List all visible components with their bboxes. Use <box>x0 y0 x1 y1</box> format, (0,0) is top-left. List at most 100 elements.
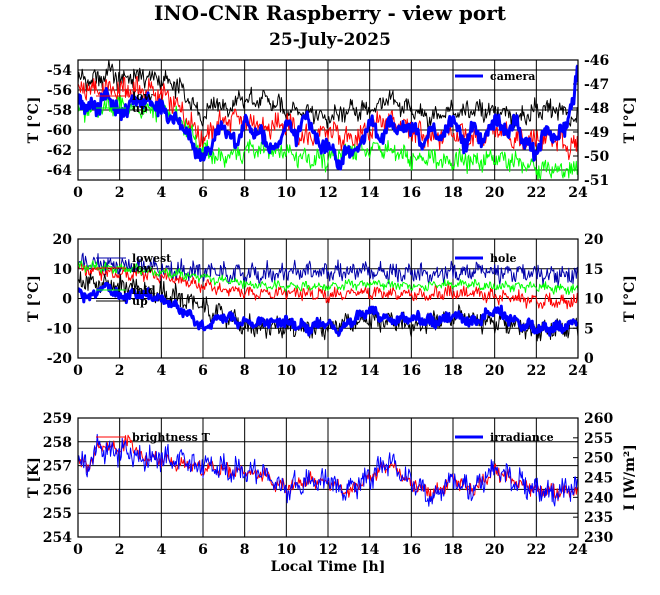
y-tick-label-right: 250 <box>584 451 613 467</box>
x-tick-label: 10 <box>277 363 297 379</box>
y-tick-label-left: -58 <box>47 103 72 119</box>
y-tick-label-right: 15 <box>584 262 603 278</box>
plot-frame <box>77 59 579 181</box>
legend-label: lowest <box>132 252 172 265</box>
series-line-unlabeled <box>78 60 578 131</box>
x-tick-label: 16 <box>402 185 421 201</box>
legend-label: up <box>132 102 148 115</box>
y-tick-label-right: 10 <box>584 292 604 308</box>
legend-label: up <box>132 295 148 308</box>
series-line-irradiance <box>78 433 578 507</box>
y-tick-label-right: 240 <box>584 490 613 506</box>
legend-label: irradiance <box>490 431 554 444</box>
y-axis-label-left: T [°C] <box>26 97 42 144</box>
y-tick-label-right: -51 <box>584 173 609 189</box>
x-tick-label: 16 <box>402 363 421 379</box>
x-tick-label: 6 <box>198 542 208 558</box>
y-tick-label-right: 0 <box>584 351 594 367</box>
x-axis-label: Local Time [h] <box>271 559 386 575</box>
x-tick-label: 6 <box>198 363 208 379</box>
y-axis-label-left: T [°C] <box>26 275 42 322</box>
x-tick-label: 24 <box>568 542 588 558</box>
y-tick-label-left: 259 <box>43 411 72 427</box>
y-tick-label-left: -56 <box>47 83 72 99</box>
x-tick-label: 0 <box>73 185 83 201</box>
x-tick-label: 20 <box>485 185 505 201</box>
x-tick-label: 12 <box>318 185 337 201</box>
x-tick-label: 10 <box>277 185 297 201</box>
y-tick-label-right: -46 <box>584 53 609 69</box>
y-tick-label-left: 20 <box>53 232 73 248</box>
x-tick-label: 4 <box>156 363 166 379</box>
x-tick-label: 2 <box>115 363 125 379</box>
x-tick-label: 6 <box>198 185 208 201</box>
x-tick-label: 4 <box>156 185 166 201</box>
y-tick-label-left: -10 <box>47 321 73 337</box>
y-tick-label-right: 245 <box>584 471 613 487</box>
y-tick-label-left: 256 <box>43 482 72 498</box>
series-line-mid <box>78 260 578 296</box>
panel-camera-temperature: 0 2 4 6 8 10 12 14 16 18 20 22 24-54-56-58-60-62-64-… <box>26 53 638 201</box>
panel-brightness-irradiance: 0 2 4 6 8 10 12 14 16 18 20 22 242592582572562552542… <box>26 411 638 575</box>
x-tick-label: 14 <box>360 542 380 558</box>
x-tick-label: 18 <box>443 185 462 201</box>
x-tick-label: 0 <box>73 363 83 379</box>
x-tick-label: 20 <box>485 363 505 379</box>
y-tick-label-left: 10 <box>53 262 73 278</box>
x-tick-label: 18 <box>443 363 462 379</box>
y-axis-label-right: T [°C] <box>622 275 638 322</box>
chart-subtitle: 25-July-2025 <box>269 30 391 50</box>
y-tick-label-left: 254 <box>43 530 72 546</box>
series-line-up <box>78 271 578 342</box>
y-axis-label-left: T [K] <box>26 457 42 498</box>
x-tick-label: 12 <box>318 363 337 379</box>
plot-frame <box>77 238 579 359</box>
y-tick-label-left: -54 <box>47 63 73 79</box>
y-tick-label-right: 235 <box>584 510 613 526</box>
y-axis-label-right: T [°C] <box>622 97 638 144</box>
legend-label: camera <box>490 70 535 83</box>
y-tick-label-right: 20 <box>584 232 604 248</box>
x-tick-label: 22 <box>527 363 546 379</box>
x-tick-label: 24 <box>568 185 588 201</box>
x-tick-label: 14 <box>360 363 380 379</box>
y-tick-label-left: 255 <box>43 506 72 522</box>
x-tick-label: 12 <box>318 542 337 558</box>
x-tick-label: 8 <box>240 542 250 558</box>
y-tick-label-left: -64 <box>47 163 73 179</box>
y-tick-label-right: 230 <box>584 530 613 546</box>
x-tick-label: 24 <box>568 363 588 379</box>
legend-label: brightness T <box>132 431 211 444</box>
plot-frame <box>77 417 579 538</box>
panel-hole-temperature: 0 2 4 6 8 10 12 14 16 18 20 22 2420100-10-2020151050… <box>26 232 638 379</box>
y-tick-label-right: -47 <box>584 77 609 93</box>
y-tick-label-right: 255 <box>584 431 613 447</box>
legend-label: low <box>132 90 154 103</box>
y-tick-label-right: 5 <box>584 321 594 337</box>
x-tick-label: 22 <box>527 185 546 201</box>
x-tick-label: 8 <box>240 185 250 201</box>
series-line-low <box>78 262 578 310</box>
y-axis-label-right: I [W/m²] <box>622 444 638 510</box>
x-tick-label: 20 <box>485 542 505 558</box>
y-tick-label-left: -60 <box>47 123 73 139</box>
y-tick-label-right: -49 <box>584 125 609 141</box>
series-line-camera <box>78 64 578 171</box>
legend-label: low <box>132 262 154 275</box>
y-tick-label-right: 260 <box>584 411 613 427</box>
y-tick-label-left: 0 <box>62 292 72 308</box>
x-tick-label: 2 <box>115 185 125 201</box>
legend-label: hole <box>490 252 517 265</box>
x-tick-label: 22 <box>527 542 546 558</box>
x-tick-label: 4 <box>156 542 166 558</box>
y-tick-label-left: 257 <box>43 459 72 475</box>
x-tick-label: 8 <box>240 363 250 379</box>
x-tick-label: 10 <box>277 542 297 558</box>
x-tick-label: 2 <box>115 542 125 558</box>
chart-title: INO-CNR Raspberry - view port <box>154 1 507 25</box>
series-line-hole <box>78 281 578 337</box>
x-tick-label: 16 <box>402 542 421 558</box>
y-tick-label-right: -48 <box>584 101 609 117</box>
y-tick-label-right: -50 <box>584 149 610 165</box>
